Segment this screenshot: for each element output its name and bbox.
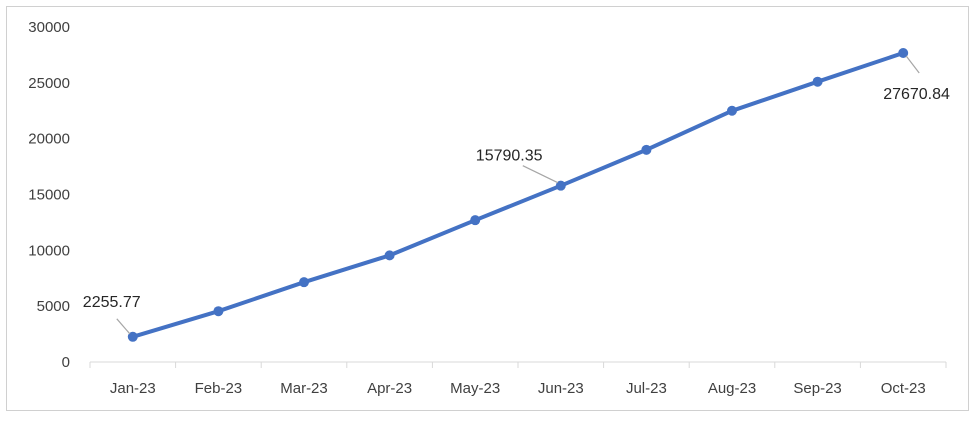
data-label: 2255.77 bbox=[83, 294, 141, 311]
data-point bbox=[299, 277, 309, 288]
data-label: 15790.35 bbox=[476, 148, 543, 165]
data-point bbox=[213, 306, 224, 317]
data-point bbox=[727, 105, 737, 116]
data-label: 27670.84 bbox=[883, 86, 950, 103]
x-tick-label: May-23 bbox=[450, 380, 500, 397]
data-points bbox=[127, 48, 909, 342]
data-point bbox=[555, 180, 566, 191]
x-tick-label: Jul-23 bbox=[626, 380, 667, 397]
y-tick-label: 15000 bbox=[28, 187, 70, 204]
data-labels: 2255.77 15790.35 27670.84 bbox=[83, 55, 950, 335]
data-label-leader bbox=[522, 165, 559, 184]
y-tick-label: 5000 bbox=[37, 298, 70, 315]
y-tick-label: 0 bbox=[62, 354, 70, 371]
x-tick-label: Apr-23 bbox=[367, 380, 412, 397]
x-tick-label: Aug-23 bbox=[708, 380, 756, 397]
data-point bbox=[898, 48, 909, 59]
x-tick-label: Mar-23 bbox=[280, 380, 328, 397]
data-point bbox=[127, 331, 138, 342]
data-label-leader bbox=[116, 318, 131, 335]
data-point bbox=[641, 144, 652, 155]
data-point bbox=[812, 76, 823, 87]
y-tick-label: 30000 bbox=[28, 19, 70, 36]
x-tick-label: Jan-23 bbox=[110, 380, 156, 397]
data-label-leader bbox=[905, 55, 920, 74]
y-tick-label: 20000 bbox=[28, 131, 70, 148]
x-tick-label: Sep-23 bbox=[793, 380, 841, 397]
data-point bbox=[470, 215, 481, 226]
y-axis-ticks: 0 5000 10000 15000 20000 25000 30000 bbox=[28, 19, 70, 371]
y-tick-label: 10000 bbox=[28, 242, 70, 259]
y-tick-label: 25000 bbox=[28, 75, 70, 92]
x-axis-ticks: Jan-23 Feb-23 Mar-23 Apr-23 May-23 Jun-23 Jul-… bbox=[89, 362, 947, 397]
x-tick-label: Jun-23 bbox=[538, 380, 584, 397]
x-tick-label: Feb-23 bbox=[195, 380, 243, 397]
chart-frame bbox=[6, 6, 969, 411]
series-line bbox=[130, 51, 906, 339]
data-point bbox=[384, 250, 395, 261]
x-tick-label: Oct-23 bbox=[881, 380, 926, 397]
